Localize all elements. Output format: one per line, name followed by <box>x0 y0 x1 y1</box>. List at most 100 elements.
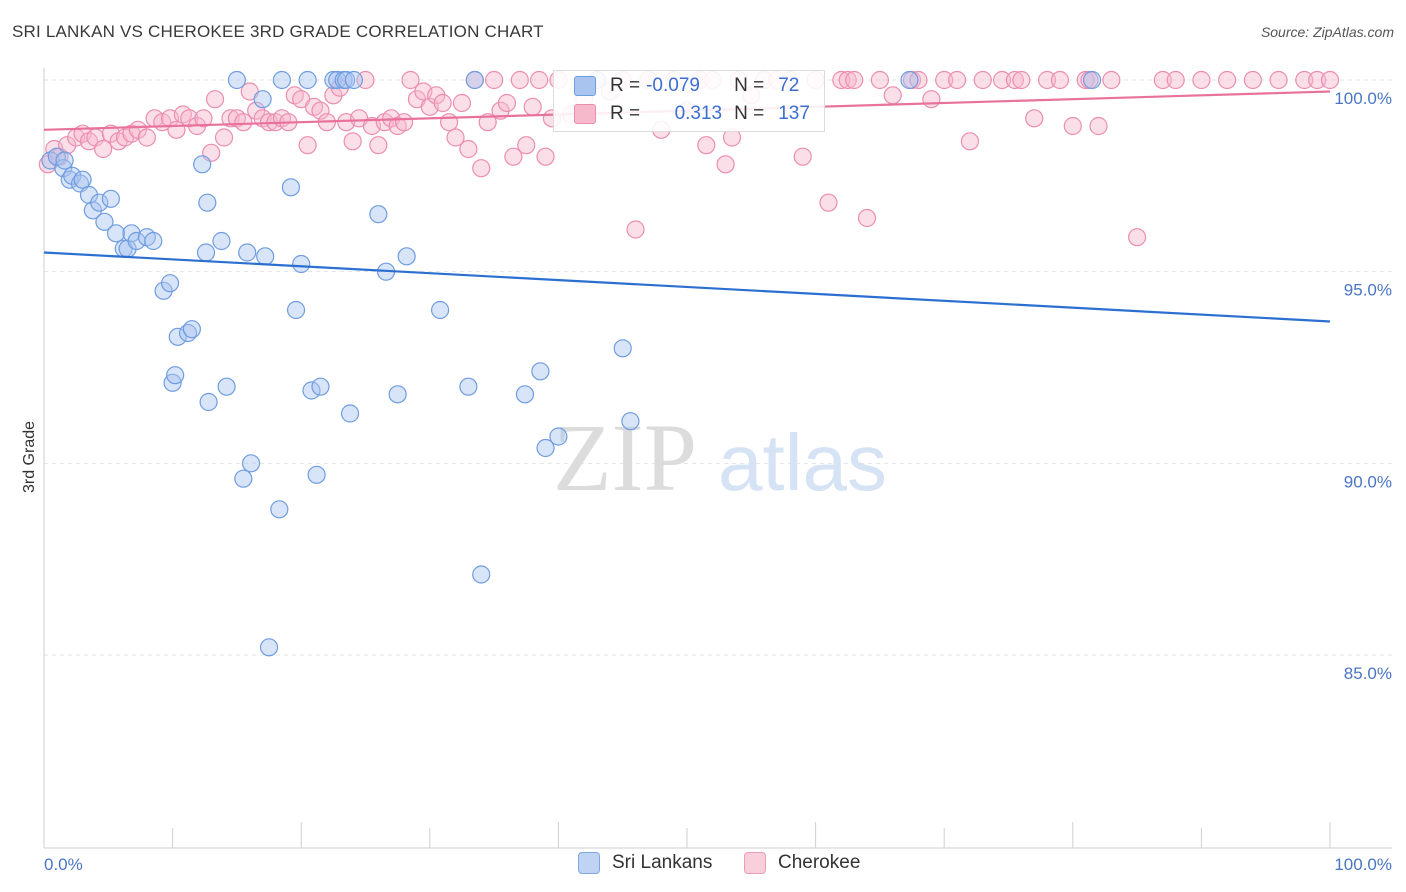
sri-lankans-point <box>193 155 212 174</box>
cherokee-point <box>1076 70 1095 90</box>
stats-legend: R = -0.079 N = 72 R = 0.313 N = 137 <box>553 70 825 132</box>
sri-lankans-point <box>307 465 326 484</box>
cherokee-point <box>452 93 472 113</box>
x-tick-label-min: 0.0% <box>44 855 83 874</box>
cherokee-point <box>536 147 555 166</box>
sri-lankans-point <box>337 70 356 90</box>
sri-lankans-point <box>281 178 301 197</box>
cherokee-point <box>883 86 902 105</box>
sri-lankans-point <box>900 70 919 90</box>
sri-lankans-point <box>472 565 491 584</box>
sri-lankans-point <box>253 90 272 109</box>
sri-lankans-point <box>160 274 180 293</box>
sri-lankans-point <box>217 377 236 396</box>
sri-lankans-point <box>196 243 216 262</box>
sri-lankans-point <box>286 300 306 320</box>
legend-item-sri-lankans[interactable]: Sri Lankans <box>578 852 712 874</box>
sri-lankans-point <box>199 392 218 412</box>
cherokee-point <box>94 139 113 159</box>
cherokee-point <box>845 70 864 90</box>
watermark: ZIP atlas <box>553 404 887 511</box>
cherokee-point <box>992 70 1012 90</box>
sri-lankans-points <box>41 70 1102 657</box>
sri-lankans-point <box>90 193 109 212</box>
cherokee-point <box>1218 70 1237 90</box>
sri-lankans-point <box>259 638 279 657</box>
sri-lankans-point <box>256 247 275 266</box>
cherokee-point <box>1063 116 1082 136</box>
legend-swatch-blue <box>574 76 596 96</box>
legend-label-sri-lankans: Sri Lankans <box>612 852 713 873</box>
cherokee-point <box>194 109 213 128</box>
cherokee-point <box>716 155 735 174</box>
sri-lankans-point <box>144 231 163 251</box>
sri-lankans-point <box>388 385 407 404</box>
sri-lankans-point <box>549 427 568 446</box>
cherokee-point <box>1269 70 1288 90</box>
cherokee-point <box>234 113 253 132</box>
sri-lankans-point <box>531 362 550 381</box>
sri-lankans-point <box>369 205 388 224</box>
cherokee-point <box>626 220 645 239</box>
cherokee-point <box>1102 70 1121 90</box>
cherokee-point <box>180 109 199 128</box>
cherokee-point <box>1243 70 1262 90</box>
sri-lankans-point <box>168 327 187 346</box>
cherokee-point <box>369 136 388 155</box>
chart-source: Source: ZipAtlas.com <box>1260 24 1394 40</box>
sri-lankans-point <box>340 404 360 423</box>
cherokee-point <box>838 70 857 90</box>
legend-n-label: N = <box>734 75 765 96</box>
legend-swatch-pink <box>574 104 596 124</box>
cherokee-point <box>485 70 504 90</box>
y-tick-label: 90.0% <box>1344 472 1392 491</box>
sri-lankans-point <box>63 166 82 185</box>
cherokee-point <box>459 139 478 159</box>
cherokee-point <box>1320 70 1340 90</box>
cherokee-point <box>214 128 234 147</box>
y-tick-labels: 85.0% 90.0% 95.0% 100.0% <box>1334 89 1392 683</box>
cherokee-point <box>439 113 459 132</box>
legend-item-cherokee[interactable]: Cherokee <box>744 852 860 874</box>
cherokee-point <box>517 136 536 155</box>
cherokee-point <box>1295 70 1314 90</box>
cherokee-point <box>472 159 491 178</box>
sri-lankans-point <box>302 381 321 400</box>
stats-legend-row-sri-lankans: R = -0.079 N = 72 <box>574 73 799 99</box>
sri-lankans-point <box>55 151 74 170</box>
cherokee-point <box>1153 70 1172 90</box>
sri-lankans-point <box>106 224 126 243</box>
sri-lankans-point <box>241 454 261 473</box>
legend-swatch-sri-lankans <box>578 852 600 874</box>
sri-lankans-point <box>212 231 231 251</box>
sri-lankans-point <box>613 339 632 358</box>
sri-lankans-point <box>621 412 640 431</box>
sri-lankans-point <box>515 385 535 404</box>
legend-r-label: R = <box>610 103 641 124</box>
cherokee-point <box>401 70 420 90</box>
cherokee-point <box>960 132 980 151</box>
sri-lankans-point <box>79 185 99 205</box>
cherokee-point <box>1050 70 1070 90</box>
legend-r-value: -0.079 <box>646 75 700 96</box>
sri-lankans-point <box>465 70 484 90</box>
cherokee-point <box>1127 228 1147 247</box>
cherokee-point <box>857 208 877 228</box>
y-axis-label: 3rd Grade <box>21 421 38 493</box>
cherokee-point <box>832 70 851 90</box>
cherokee-point <box>446 128 465 147</box>
sri-lankans-point <box>324 70 343 90</box>
cherokee-point <box>343 132 362 151</box>
sri-lankans-point <box>272 70 292 90</box>
cherokee-point <box>1012 70 1031 90</box>
legend-r-label: R = <box>610 75 641 96</box>
cherokee-point <box>510 70 529 90</box>
cherokee-point <box>137 128 156 147</box>
sri-lankans-point <box>198 193 217 212</box>
sri-lankans-point <box>397 247 416 266</box>
stats-legend-row-cherokee: R = 0.313 N = 137 <box>574 101 810 127</box>
cherokee-point <box>1025 109 1044 128</box>
y-tick-label: 85.0% <box>1344 664 1392 683</box>
cherokee-point <box>394 113 414 132</box>
legend-n-value: 137 <box>778 103 810 124</box>
